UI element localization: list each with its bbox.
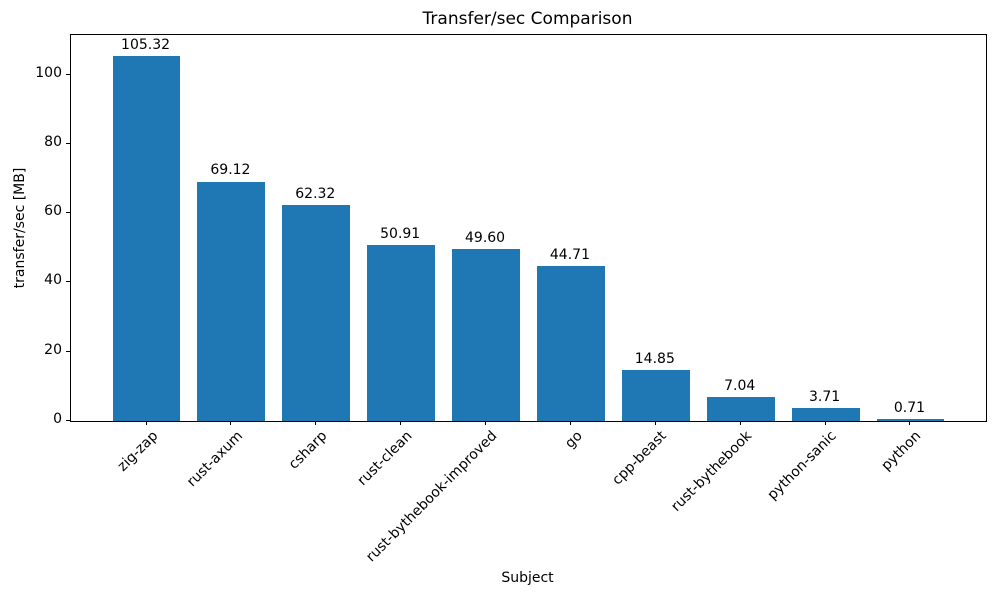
x-tick-mark [824,421,826,425]
x-tick-mark [654,421,656,425]
x-tick-label: rust-bythebook [668,428,756,515]
x-tick-label: go [561,428,586,452]
chart-title: Transfer/sec Comparison [422,9,633,29]
y-tick-label: 40 [44,272,62,289]
y-tick-label: 20 [44,341,62,358]
bar [282,205,351,421]
bar [791,408,860,421]
bar [876,418,945,421]
x-tick-label: csharp [286,428,331,473]
bar [367,244,436,421]
y-tick-mark [66,212,70,214]
y-tick-mark [66,350,70,352]
x-tick-label: rust-axum [183,428,246,491]
x-tick-mark [569,421,571,425]
bar-value-label: 105.32 [121,37,171,54]
y-tick-label: 100 [35,64,62,81]
y-tick-label: 80 [44,133,62,150]
bar [112,56,181,421]
y-tick-label: 60 [44,203,62,220]
x-tick-label: python-sanic [764,428,840,504]
x-tick-label: cpp-beast [609,428,671,489]
x-tick-mark [230,421,232,425]
x-tick-label: zig-zap [114,428,161,475]
y-tick-mark [66,420,70,421]
bar-value-label: 44.71 [549,247,590,264]
bar-value-label: 69.12 [210,162,251,179]
y-tick-mark [66,73,70,75]
bar [621,369,690,421]
bar-value-label: 3.71 [808,389,841,406]
bar-value-label: 14.85 [634,350,675,367]
bar-value-label: 0.71 [893,399,926,416]
y-tick-mark [66,142,70,144]
bar-value-label: 50.91 [380,225,421,242]
y-tick-label: 0 [53,411,62,427]
bar [197,181,266,421]
bar [536,266,605,421]
bar [706,396,775,421]
bar-value-label: 49.60 [465,230,506,247]
x-tick-label: python [878,428,925,474]
x-tick-label: rust-clean [354,428,416,489]
x-tick-mark [739,421,741,425]
bar-value-label: 7.04 [724,377,756,394]
x-axis-label: Subject [501,570,554,586]
x-tick-mark [909,421,911,425]
x-tick-mark [485,421,487,425]
plot-area [70,34,987,422]
bar-value-label: 62.32 [295,186,336,203]
x-tick-mark [315,421,317,425]
x-tick-mark [145,421,147,425]
y-tick-mark [66,281,70,283]
bar [452,249,520,421]
x-tick-mark [400,421,402,425]
